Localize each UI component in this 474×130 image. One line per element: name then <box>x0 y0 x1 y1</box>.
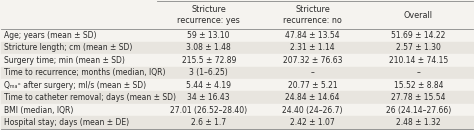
Bar <box>1 42 473 54</box>
Text: Qₘₐˣ after surgery; ml/s (mean ± SD): Qₘₐˣ after surgery; ml/s (mean ± SD) <box>4 81 146 90</box>
Text: 59 ± 13.10: 59 ± 13.10 <box>188 31 230 40</box>
Text: 3.08 ± 1.48: 3.08 ± 1.48 <box>186 43 231 53</box>
Text: 215.5 ± 72.89: 215.5 ± 72.89 <box>182 56 236 65</box>
Text: 24.84 ± 14.64: 24.84 ± 14.64 <box>285 93 340 102</box>
Text: 20.77 ± 5.21: 20.77 ± 5.21 <box>288 81 337 90</box>
Text: Stricture length; cm (mean ± SD): Stricture length; cm (mean ± SD) <box>4 43 132 53</box>
Text: 34 ± 16.43: 34 ± 16.43 <box>187 93 230 102</box>
Bar <box>1 104 473 116</box>
Text: Surgery time; min (mean ± SD): Surgery time; min (mean ± SD) <box>4 56 125 65</box>
Text: –: – <box>417 68 420 77</box>
Text: 2.48 ± 1.32: 2.48 ± 1.32 <box>396 118 441 127</box>
Bar <box>1 29 473 42</box>
Bar <box>1 91 473 104</box>
Text: 2.42 ± 1.07: 2.42 ± 1.07 <box>290 118 335 127</box>
Bar <box>1 54 473 67</box>
Text: 51.69 ± 14.22: 51.69 ± 14.22 <box>391 31 446 40</box>
Text: Time to catheter removal; days (mean ± SD): Time to catheter removal; days (mean ± S… <box>4 93 176 102</box>
Text: 15.52 ± 8.84: 15.52 ± 8.84 <box>394 81 443 90</box>
Text: 27.01 (26.52–28.40): 27.01 (26.52–28.40) <box>170 106 247 115</box>
Text: Stricture
recurrence: no: Stricture recurrence: no <box>283 5 342 25</box>
Bar <box>1 67 473 79</box>
Text: –: – <box>310 68 314 77</box>
Text: 2.31 ± 1.14: 2.31 ± 1.14 <box>290 43 335 53</box>
Text: 27.78 ± 15.54: 27.78 ± 15.54 <box>391 93 446 102</box>
Text: Overall: Overall <box>404 11 433 20</box>
Text: 24.40 (24–26.7): 24.40 (24–26.7) <box>282 106 343 115</box>
Text: Age; years (mean ± SD): Age; years (mean ± SD) <box>4 31 96 40</box>
Text: 5.44 ± 4.19: 5.44 ± 4.19 <box>186 81 231 90</box>
Text: 2.57 ± 1.30: 2.57 ± 1.30 <box>396 43 441 53</box>
Text: 47.84 ± 13.54: 47.84 ± 13.54 <box>285 31 340 40</box>
Bar <box>1 79 473 91</box>
Text: 3 (1–6.25): 3 (1–6.25) <box>189 68 228 77</box>
Text: 207.32 ± 76.63: 207.32 ± 76.63 <box>283 56 342 65</box>
Text: BMI (median, IQR): BMI (median, IQR) <box>4 106 73 115</box>
Text: Hospital stay; days (mean ± DE): Hospital stay; days (mean ± DE) <box>4 118 129 127</box>
Bar <box>1 1 473 29</box>
Text: 210.14 ± 74.15: 210.14 ± 74.15 <box>389 56 448 65</box>
Bar <box>1 116 473 129</box>
Text: 2.6 ± 1.7: 2.6 ± 1.7 <box>191 118 226 127</box>
Text: Time to recurrence; months (median, IQR): Time to recurrence; months (median, IQR) <box>4 68 165 77</box>
Text: 26 (24.14–27.66): 26 (24.14–27.66) <box>386 106 451 115</box>
Text: Stricture
recurrence: yes: Stricture recurrence: yes <box>177 5 240 25</box>
